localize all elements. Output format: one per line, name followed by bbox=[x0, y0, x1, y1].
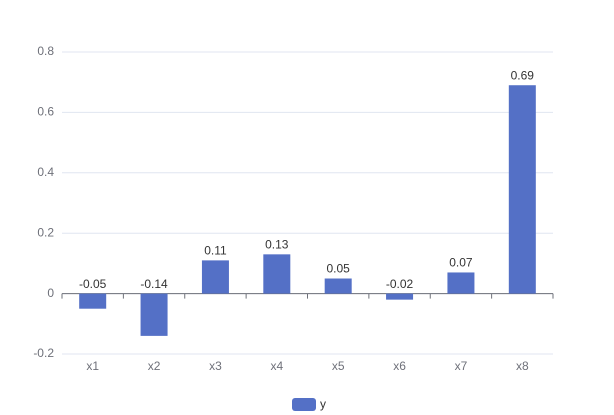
bar bbox=[324, 278, 352, 294]
x-tick-label: x8 bbox=[516, 359, 529, 373]
value-label: 0.07 bbox=[449, 256, 473, 270]
bar bbox=[263, 254, 291, 294]
bar bbox=[201, 260, 229, 294]
legend-label: y bbox=[320, 397, 326, 411]
value-label: -0.05 bbox=[79, 277, 107, 291]
y-tick-label: -0.2 bbox=[33, 346, 54, 360]
x-tick-label: x3 bbox=[209, 359, 222, 373]
x-tick-label: x6 bbox=[393, 359, 406, 373]
bar bbox=[447, 272, 475, 294]
value-label: -0.02 bbox=[386, 277, 414, 291]
y-tick-label: 0 bbox=[47, 286, 54, 300]
bar bbox=[79, 293, 107, 309]
value-label: -0.14 bbox=[140, 277, 168, 291]
x-tick-label: x1 bbox=[86, 359, 99, 373]
legend-swatch bbox=[292, 398, 316, 411]
x-tick-label: x7 bbox=[455, 359, 468, 373]
x-tick-label: x5 bbox=[332, 359, 345, 373]
value-label: 0.05 bbox=[327, 262, 351, 276]
bar bbox=[508, 85, 536, 294]
value-label: 0.13 bbox=[265, 238, 289, 252]
x-tick-label: x2 bbox=[148, 359, 161, 373]
bar bbox=[386, 293, 414, 300]
value-label: 0.11 bbox=[204, 244, 227, 258]
bar bbox=[140, 293, 168, 336]
value-label: 0.69 bbox=[511, 68, 535, 82]
x-tick-label: x4 bbox=[270, 359, 283, 373]
y-tick-label: 0.4 bbox=[37, 165, 54, 179]
y-tick-label: 0.8 bbox=[37, 44, 54, 58]
y-tick-label: 0.2 bbox=[37, 225, 54, 239]
y-tick-label: 0.6 bbox=[37, 105, 54, 119]
